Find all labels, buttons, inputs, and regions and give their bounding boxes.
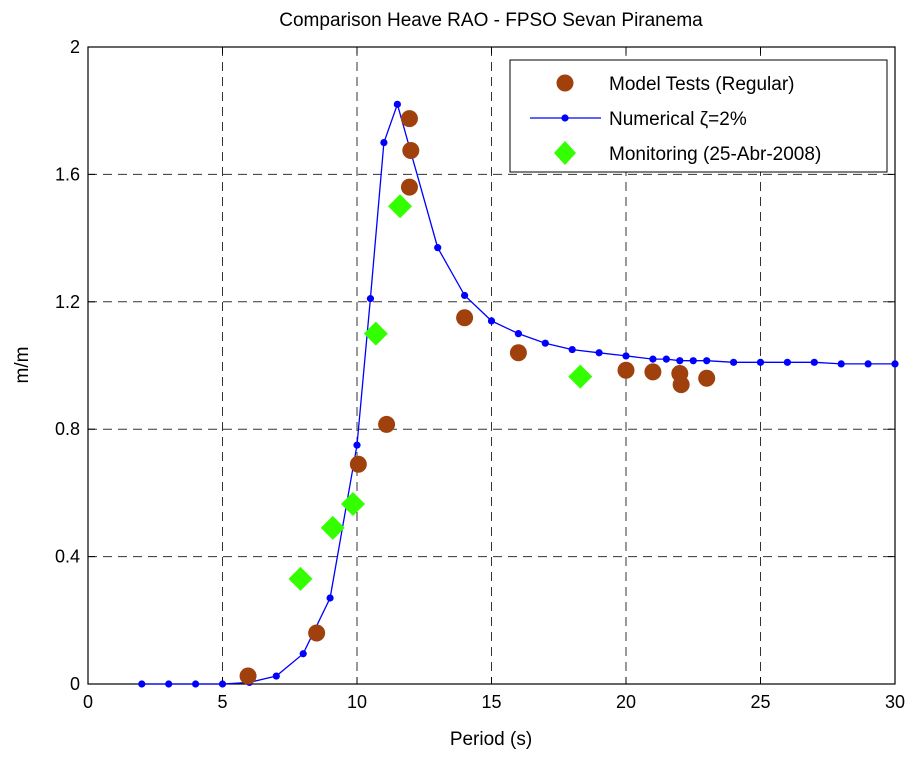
model-test-data-point: [698, 369, 716, 387]
model-test-data-point: [239, 667, 257, 685]
model-test-data-point: [402, 142, 420, 160]
numerical-data-point: [756, 358, 765, 366]
numerical-data-point: [138, 680, 146, 688]
numerical-data-point: [299, 650, 307, 658]
monitoring-data-point: [568, 364, 593, 389]
x-axis-label: Period (s): [450, 729, 532, 750]
numerical-data-point: [864, 360, 872, 368]
numerical-data-point: [568, 345, 576, 354]
monitoring-data-point: [320, 515, 345, 540]
numerical-data-point: [326, 594, 334, 602]
model-test-data-point: [400, 110, 418, 128]
numerical-data-point: [434, 244, 442, 252]
legend-marker-numerical: [561, 114, 569, 122]
chart-title: Comparison Heave RAO - FPSO Sevan Pirane…: [279, 10, 703, 31]
y-tick-label: 1.2: [55, 292, 80, 312]
x-tick-label: 15: [481, 692, 501, 712]
numerical-data-point: [662, 355, 670, 363]
numerical-data-point: [622, 352, 630, 360]
numerical-data-point: [487, 317, 496, 325]
legend-label-model-tests: Model Tests (Regular): [609, 74, 795, 95]
data-series: [138, 100, 899, 688]
monitoring-data-point: [288, 566, 313, 591]
numerical-data-point: [649, 355, 657, 363]
numerical-data-point: [366, 295, 375, 303]
x-tick-label: 20: [616, 692, 636, 712]
numerical-data-point: [837, 360, 845, 368]
model-test-data-point: [400, 178, 418, 196]
y-tick-label: 0.8: [55, 419, 80, 439]
numerical-data-point: [165, 680, 173, 688]
model-test-data-point: [672, 376, 690, 394]
monitoring-data-point: [340, 492, 365, 517]
numerical-data-point: [541, 339, 549, 347]
y-tick-label: 2: [70, 37, 80, 57]
model-test-data-point: [456, 309, 474, 327]
numerical-data-point: [891, 360, 899, 368]
legend-marker-monitoring: [554, 141, 576, 165]
model-test-data-point: [644, 363, 662, 381]
model-test-data-point: [509, 344, 527, 362]
numerical-data-point: [192, 680, 200, 688]
numerical-data-point: [461, 291, 469, 300]
x-tick-label: 10: [347, 692, 367, 712]
model-test-data-point: [378, 415, 396, 433]
numerical-data-point: [380, 138, 388, 147]
legend-label-numerical: Numerical ζ=2%: [609, 109, 747, 130]
numerical-data-point: [218, 680, 227, 688]
legend-marker-model-tests: [556, 74, 574, 92]
numerical-data-point: [689, 357, 697, 365]
legend: Model Tests (Regular) Numerical ζ=2% Mon…: [509, 59, 888, 173]
numerical-data-point: [783, 358, 792, 366]
y-tick-label: 0: [70, 674, 80, 694]
numerical-data-point: [703, 357, 711, 365]
numerical-data-point: [353, 441, 361, 449]
x-tick-label: 5: [217, 692, 227, 712]
model-test-data-point: [308, 624, 326, 642]
y-tick-label: 0.4: [55, 547, 80, 567]
y-tick-label: 1.6: [55, 164, 80, 184]
numerical-data-point: [810, 358, 818, 366]
numerical-data-point: [730, 358, 738, 366]
x-tick-label: 0: [83, 692, 93, 712]
x-tick-label: 25: [750, 692, 770, 712]
numerical-data-point: [676, 357, 684, 365]
monitoring-data-point: [388, 194, 413, 219]
legend-label-monitoring: Monitoring (25-Abr-2008): [609, 144, 821, 165]
y-axis-label: m/m: [12, 347, 33, 384]
model-test-data-point: [349, 455, 367, 473]
axis-ticks: 0 5 10 15 20 25 30 0 0.4 0.8 1.2 1.6 2: [55, 37, 905, 712]
numerical-data-point: [272, 672, 280, 680]
numerical-data-point: [393, 100, 401, 108]
model-test-data-point: [617, 361, 635, 379]
x-tick-label: 30: [885, 692, 905, 712]
numerical-data-point: [595, 349, 603, 357]
numerical-data-point: [514, 330, 523, 338]
monitoring-data-point: [363, 321, 388, 346]
